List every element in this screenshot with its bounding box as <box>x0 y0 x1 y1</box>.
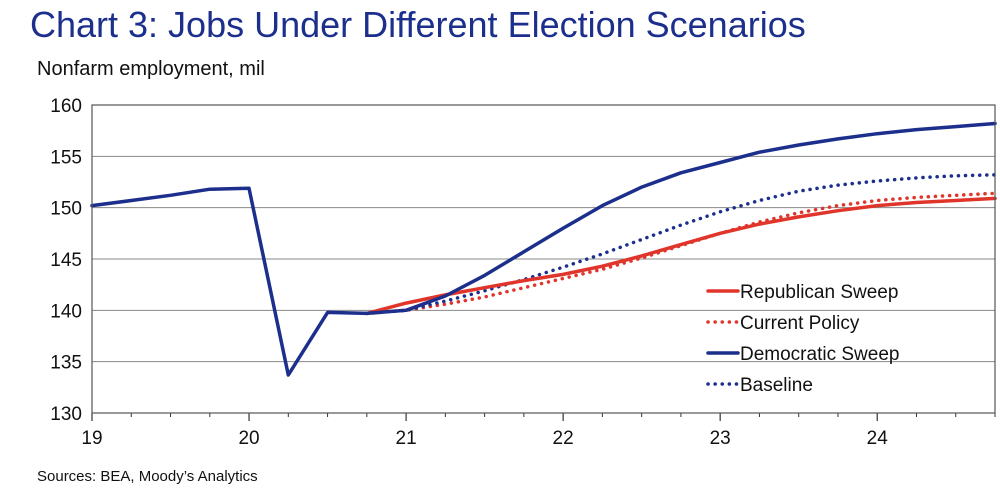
y-tick-label: 145 <box>50 250 82 271</box>
series-line-democratic-sweep <box>90 121 997 377</box>
series-line-current-policy <box>365 191 997 316</box>
x-tick-label: 24 <box>867 428 889 449</box>
series-lines <box>90 121 997 377</box>
legend-label: Baseline <box>740 375 813 396</box>
legend: Republican Sweep Current Policy Democratic… <box>706 282 899 396</box>
series-line-republican-sweep <box>365 196 997 316</box>
plot-area-border <box>91 104 996 414</box>
y-tick-label: 135 <box>50 353 82 374</box>
x-tick-label: 22 <box>553 428 574 449</box>
y-axis-tick-labels: 130 135 140 145 150 155 160 <box>50 96 82 425</box>
chart-subtitle: Nonfarm employment, mil <box>37 58 265 80</box>
chart-source: Sources: BEA, Moody’s Analytics <box>37 468 258 485</box>
x-tick-label: 20 <box>238 428 259 449</box>
x-axis-tick-labels: 19 20 21 22 23 24 <box>81 413 996 449</box>
y-tick-label: 155 <box>50 147 82 168</box>
x-tick-label: 19 <box>81 428 102 449</box>
x-tick-label: 21 <box>396 428 417 449</box>
x-tick-label: 23 <box>710 428 731 449</box>
series-line-baseline <box>365 173 997 316</box>
y-tick-label: 130 <box>50 404 82 425</box>
y-tick-label: 140 <box>50 301 82 322</box>
plot-frame <box>91 104 996 414</box>
grid-lines <box>92 104 995 414</box>
legend-label: Democratic Sweep <box>740 344 899 365</box>
legend-label: Current Policy <box>740 313 860 334</box>
y-tick-label: 160 <box>50 96 82 117</box>
chart-title: Chart 3: Jobs Under Different Election S… <box>30 4 806 45</box>
legend-label: Republican Sweep <box>740 282 898 303</box>
y-tick-label: 150 <box>50 199 82 220</box>
